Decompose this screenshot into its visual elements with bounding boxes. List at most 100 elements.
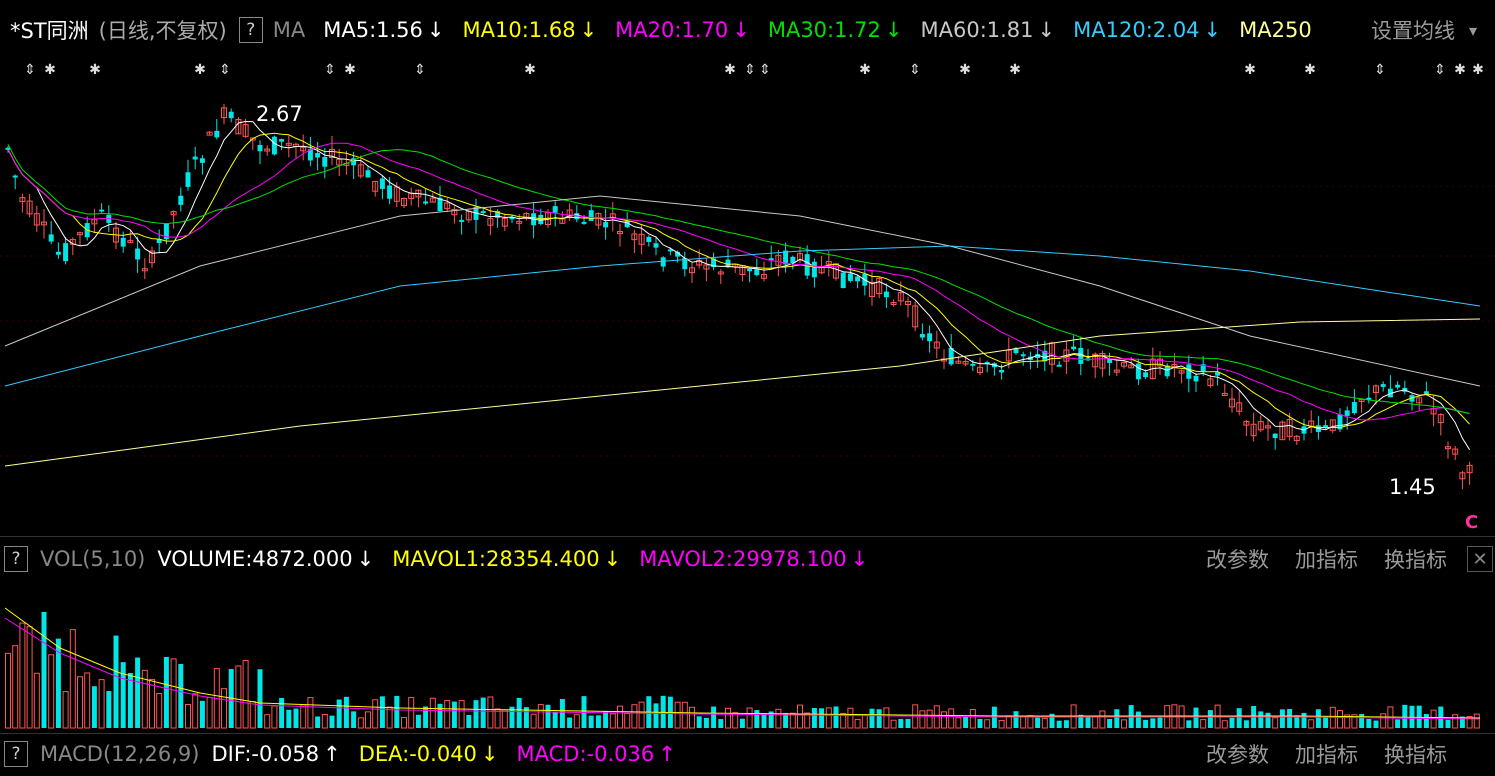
volume-bar	[545, 704, 551, 728]
volume-bar	[1005, 715, 1012, 729]
volume-bar	[811, 707, 817, 728]
candle-body	[1250, 423, 1257, 437]
switch-indicator-button[interactable]: 换指标	[1384, 743, 1447, 767]
edit-params-button[interactable]: 改参数	[1206, 743, 1269, 767]
volume-bar	[351, 711, 357, 728]
candle-body	[970, 363, 976, 366]
signal-marker-icon: ✱	[89, 62, 101, 78]
divider	[0, 536, 1495, 537]
volume-bar	[674, 701, 681, 729]
candle-body	[271, 136, 277, 155]
volume-bar	[725, 707, 731, 729]
candle-body	[509, 217, 515, 220]
volume-bar	[1351, 714, 1358, 729]
volume-bar	[1085, 716, 1091, 728]
settings-ma-button[interactable]: 设置均线	[1371, 19, 1455, 43]
indicator-name[interactable]: MA	[272, 18, 306, 42]
volume-bar	[948, 708, 955, 729]
candle-body	[1013, 347, 1019, 354]
candle-body	[603, 222, 609, 228]
volume-bar	[869, 708, 875, 728]
chevron-down-icon[interactable]: ▾	[1468, 20, 1477, 40]
price-chart[interactable]: ⇕ ✱ ✱ ✱ ⇕ ⇕ ✱ ⇕ ✱ ✱ ⇕ ⇕ ✱ ⇕ ✱ ✱ ✱ ✱ ⇕ ⇕ ✱ ✱	[0, 56, 1495, 526]
candle-body	[1135, 363, 1141, 380]
signal-marker-icon: ✱	[1244, 62, 1256, 78]
candle-body	[1157, 358, 1163, 367]
candle-body	[523, 212, 530, 219]
candle-body	[962, 361, 969, 365]
macd-help-button[interactable]: ?	[4, 741, 28, 767]
volume-bar	[509, 706, 515, 728]
macd-indicator-name[interactable]: MACD(12,26,9)	[40, 742, 200, 766]
volume-bar	[1041, 717, 1048, 729]
volume-bar	[681, 701, 688, 729]
trend-arrow-icon: ↓	[732, 18, 750, 42]
volume-bar	[271, 705, 278, 729]
volume-chart[interactable]	[0, 578, 1495, 733]
volume-indicator-name[interactable]: VOL(5,10)	[40, 547, 146, 571]
volume-bar	[588, 715, 594, 728]
help-button[interactable]: ?	[238, 17, 263, 43]
indicator-value: MACD:-0.036	[516, 742, 655, 766]
volume-bar	[1099, 710, 1106, 729]
candle-body	[717, 271, 724, 275]
signal-marker-icon: ⇕	[759, 62, 771, 78]
volume-bar	[1337, 710, 1343, 729]
candle-body	[1416, 397, 1423, 404]
candle-body	[401, 198, 407, 207]
signal-marker-icon: ✱	[959, 62, 971, 78]
add-indicator-button[interactable]: 加指标	[1295, 548, 1358, 572]
candle-body	[437, 197, 443, 212]
signal-marker-icon: ⇕	[24, 62, 36, 78]
signal-marker-icon: ✱	[344, 62, 356, 78]
volume-bar	[437, 703, 443, 728]
trend-arrow-icon: ↓	[480, 742, 499, 766]
candle-body	[977, 366, 983, 373]
candle-body	[41, 221, 47, 226]
candle-body	[581, 221, 587, 224]
candle-body	[149, 250, 155, 264]
volume-bar	[1186, 720, 1192, 728]
volume-bar	[429, 697, 436, 729]
candle-body	[279, 139, 285, 142]
volume-bar	[185, 704, 191, 729]
candle-body	[927, 333, 933, 342]
volume-bar	[1473, 713, 1480, 729]
volume-bar	[559, 699, 565, 728]
close-icon[interactable]: ✕	[1467, 546, 1493, 572]
volume-bar	[141, 669, 148, 729]
candle-body	[675, 251, 681, 257]
volume-bar	[998, 719, 1005, 729]
switch-indicator-button[interactable]: 换指标	[1384, 548, 1447, 572]
candle-body	[1071, 346, 1077, 350]
volume-bar	[761, 713, 767, 728]
edit-params-button[interactable]: 改参数	[1206, 548, 1269, 572]
candle-body	[480, 211, 486, 214]
candle-body	[1215, 372, 1221, 376]
trend-arrow-icon: ↓	[356, 547, 375, 571]
candle-body	[682, 258, 688, 270]
volume-bar	[458, 700, 465, 729]
volume-bar	[689, 706, 695, 729]
volume-bar	[840, 712, 847, 729]
add-indicator-button[interactable]: 加指标	[1295, 743, 1358, 767]
volume-bar	[775, 708, 782, 729]
volume-links: 改参数 加指标 换指标	[1206, 544, 1447, 574]
stock-name[interactable]: *ST同洲	[10, 19, 89, 43]
candle-body	[897, 292, 904, 302]
volume-bar	[1049, 713, 1055, 728]
volume-help-button[interactable]: ?	[4, 546, 28, 572]
ma-line	[7, 144, 1470, 414]
high-price-label: 2.67	[256, 102, 303, 126]
signal-marker-icon: ✱	[44, 62, 56, 78]
period-mode: (日线,不复权)	[98, 19, 227, 43]
low-price-label: 1.45	[1389, 475, 1436, 499]
volume-bar	[1445, 719, 1451, 728]
volume-bar	[1092, 715, 1099, 729]
candle-body	[1409, 395, 1415, 402]
volume-bar	[394, 695, 400, 728]
volume-bar	[732, 712, 739, 729]
macd-values: DIF:-0.058 ↑ DEA:-0.040 ↓ MACD:-0.036 ↑	[200, 742, 676, 766]
trend-arrow-icon: ↓	[603, 547, 622, 571]
signal-marker-icon: ✱	[724, 62, 736, 78]
